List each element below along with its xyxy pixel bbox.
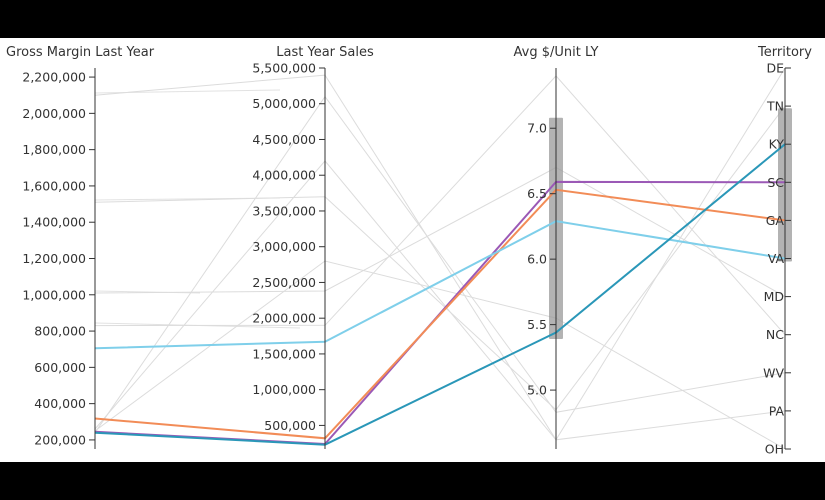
context-line-de xyxy=(94,67,786,441)
tick-label-sales: 4,500,000 xyxy=(252,132,316,147)
tick-label-gm: 1,200,000 xyxy=(22,251,86,266)
axis-gm: Gross Margin Last Year 200,000 400,000 600,… xyxy=(6,45,155,449)
axis-title-sales: Last Year Sales xyxy=(276,45,374,60)
tick-label-territory: OH xyxy=(765,442,784,457)
tick-label-avg: 6.0 xyxy=(527,252,547,267)
context-line-wv xyxy=(94,95,786,433)
axis-title-gm: Gross Margin Last Year xyxy=(6,45,155,60)
axis-title-territory: Territory xyxy=(757,45,812,60)
tick-label-sales: 4,000,000 xyxy=(252,168,316,183)
axis-avg: Avg $/Unit LY 5.0 5.5 6.0 6.5 7.0 xyxy=(514,45,599,449)
tick-label-territory: SC xyxy=(767,175,784,190)
tick-label-sales: 1,000,000 xyxy=(252,382,316,397)
tick-label-territory: MD xyxy=(764,289,784,304)
tick-label-gm: 800,000 xyxy=(34,324,86,339)
tick-label-gm: 1,000,000 xyxy=(22,287,86,302)
tick-label-gm: 2,200,000 xyxy=(22,70,86,85)
selected-lines[interactable] xyxy=(94,143,786,446)
tick-label-sales: 5,500,000 xyxy=(252,61,316,76)
selected-line-va[interactable] xyxy=(94,220,786,350)
tick-label-sales: 5,000,000 xyxy=(252,96,316,111)
tick-label-sales: 3,000,000 xyxy=(252,239,316,254)
tick-label-sales: 2,000,000 xyxy=(252,311,316,326)
chart-canvas: Gross Margin Last Year 200,000 400,000 600,… xyxy=(6,45,812,457)
selected-line-sc[interactable] xyxy=(94,180,786,446)
context-line-md xyxy=(94,166,786,298)
tick-label-sales: 500,000 xyxy=(264,418,316,433)
tick-label-territory: NC xyxy=(766,327,784,342)
tick-label-territory: DE xyxy=(766,61,784,76)
tick-label-avg: 5.5 xyxy=(527,317,547,332)
tick-label-gm: 600,000 xyxy=(34,360,86,375)
axis-title-avg: Avg $/Unit LY xyxy=(514,45,599,60)
tick-label-gm: 1,400,000 xyxy=(22,215,86,230)
tick-label-gm: 2,000,000 xyxy=(22,106,86,121)
selected-line-ga[interactable] xyxy=(94,188,786,440)
brush-selections[interactable] xyxy=(549,108,792,340)
tick-label-territory: TN xyxy=(766,99,784,114)
tick-label-gm: 400,000 xyxy=(34,396,86,411)
context-line-tn xyxy=(94,105,786,411)
axis-sales: Last Year Sales 500,000 1,000,000 1,500,000… xyxy=(252,45,374,449)
tick-label-gm: 1,600,000 xyxy=(22,178,86,193)
tick-label-gm: 200,000 xyxy=(34,432,86,447)
context-line-pa xyxy=(94,160,786,441)
tick-label-territory: GA xyxy=(766,213,785,228)
tick-label-territory: VA xyxy=(768,251,785,266)
tick-label-sales: 3,500,000 xyxy=(252,203,316,218)
context-line-nc xyxy=(94,75,786,336)
tick-label-territory: WV xyxy=(763,365,784,380)
tick-label-sales: 1,500,000 xyxy=(252,346,316,361)
tick-label-avg: 5.0 xyxy=(527,383,547,398)
context-line-oh xyxy=(94,260,786,450)
context-lines xyxy=(94,67,786,450)
tick-label-territory: PA xyxy=(769,403,785,418)
tick-label-avg: 6.5 xyxy=(527,186,547,201)
tick-label-gm: 1,800,000 xyxy=(22,142,86,157)
axes: Gross Margin Last Year 200,000 400,000 600,… xyxy=(6,45,812,457)
selected-line-ky[interactable] xyxy=(94,143,786,446)
parallel-coordinates-chart: Gross Margin Last Year 200,000 400,000 600,… xyxy=(0,38,825,462)
tick-label-territory: KY xyxy=(769,137,785,152)
tick-label-sales: 2,500,000 xyxy=(252,275,316,290)
tick-label-avg: 7.0 xyxy=(527,121,547,136)
